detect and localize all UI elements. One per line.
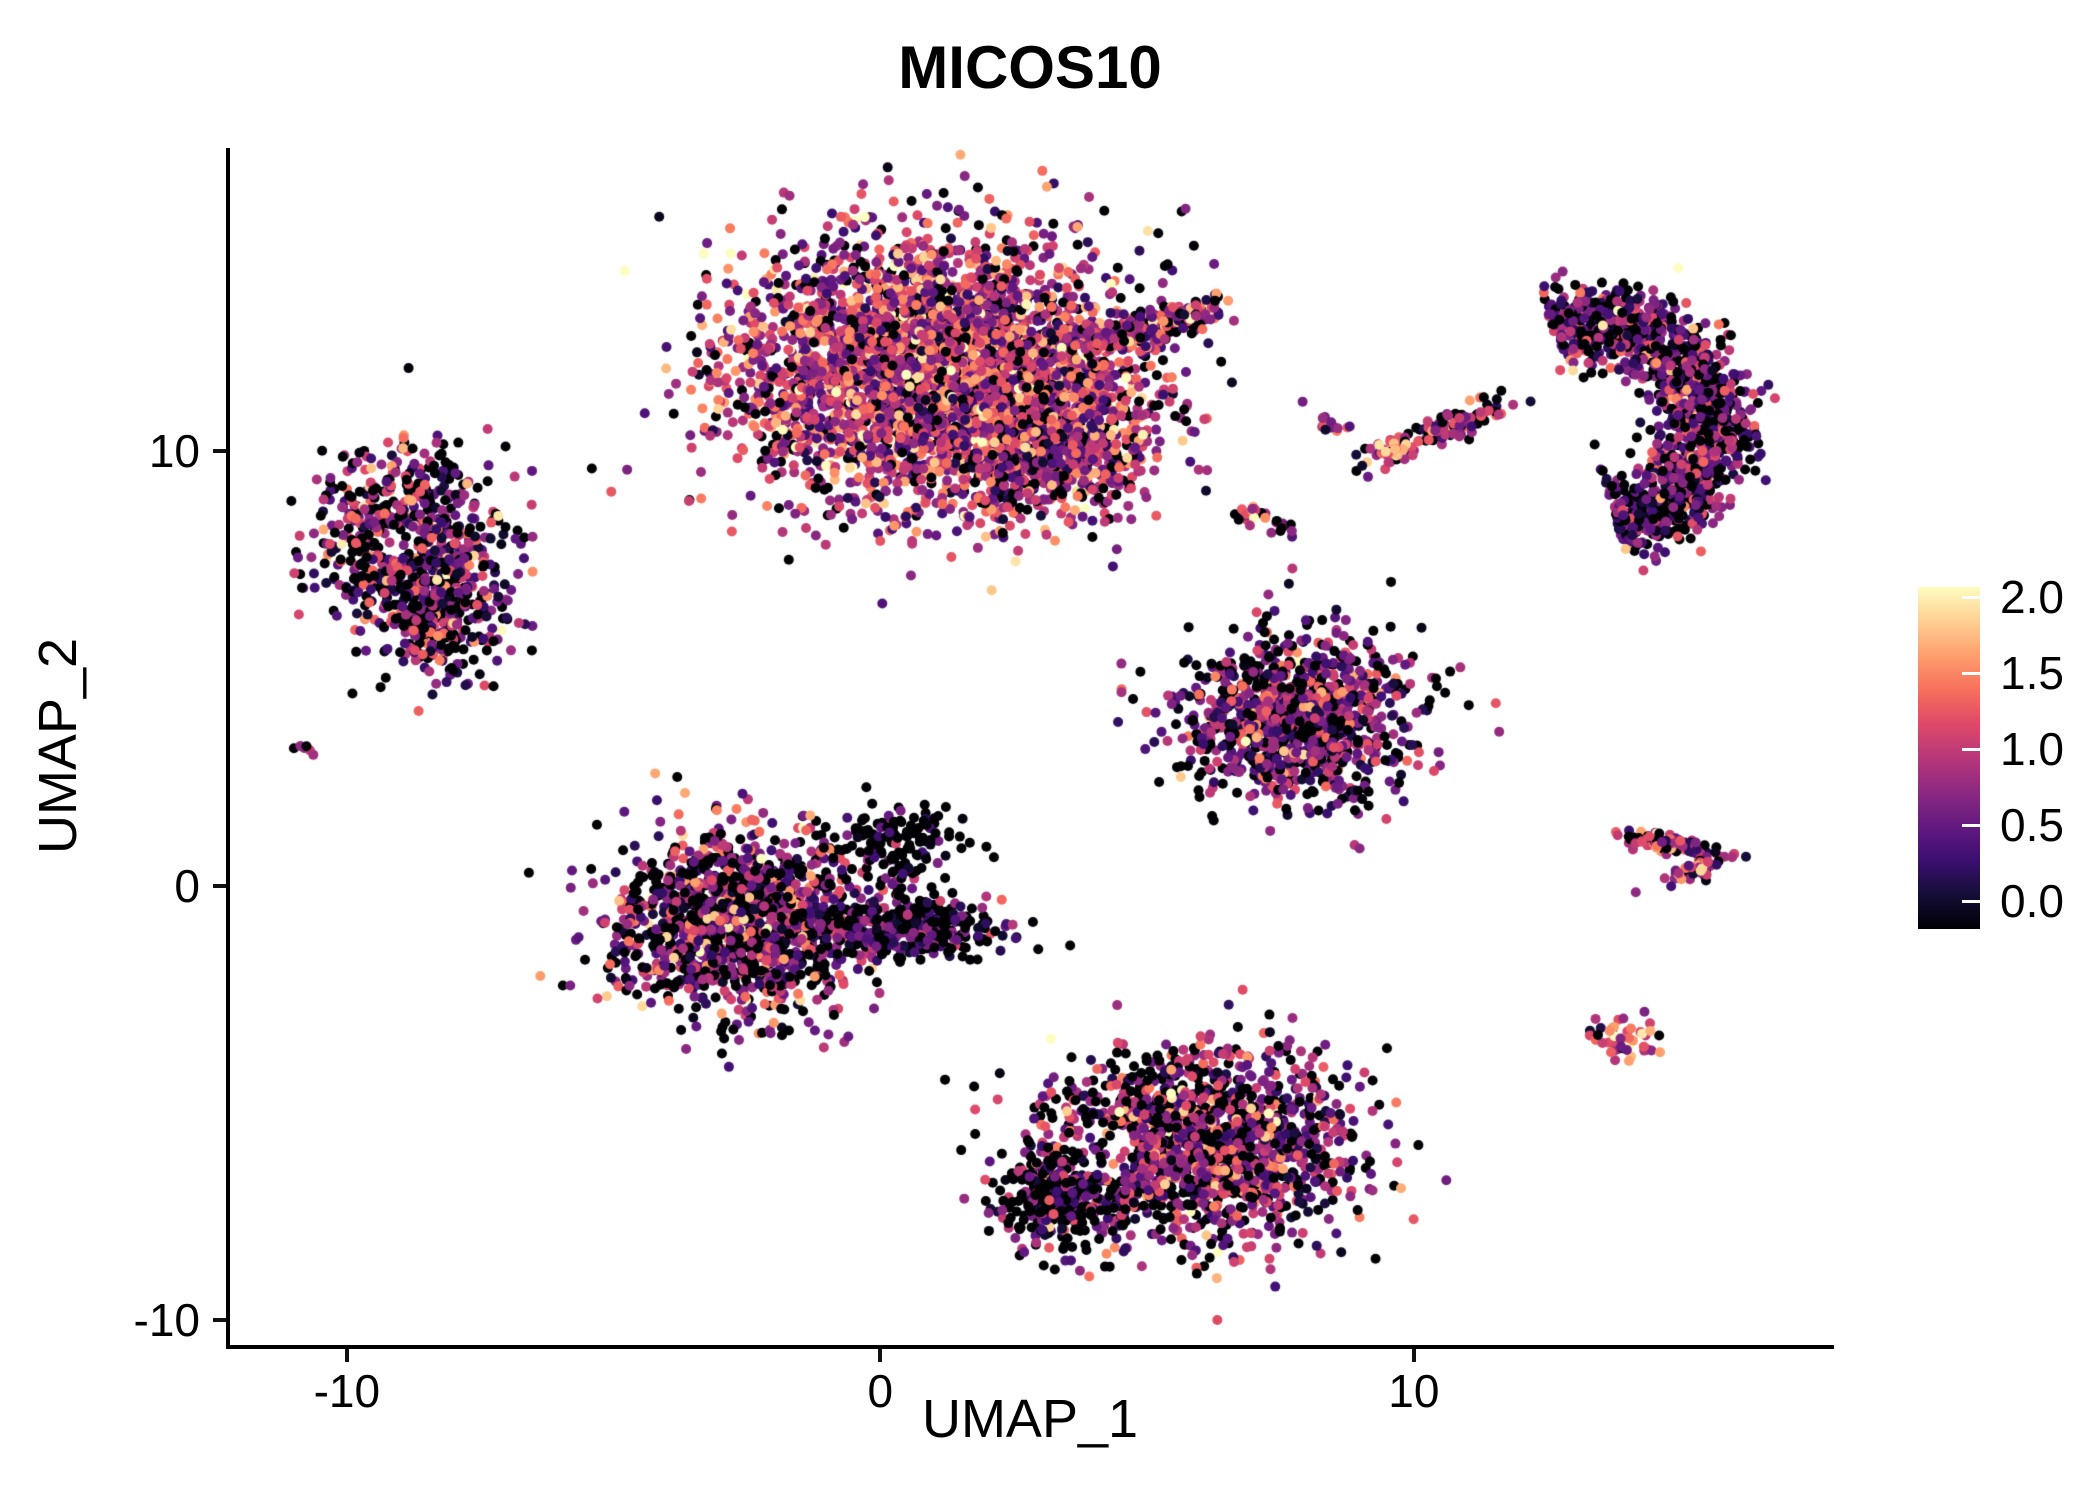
chart-title: MICOS10 — [898, 34, 1162, 101]
y-tick-label: 10 — [148, 424, 200, 477]
x-axis-line — [226, 1345, 1834, 1349]
y-tick-mark — [213, 448, 226, 453]
colorbar-tick-label: 0.5 — [2000, 799, 2064, 851]
colorbar-gradient — [1918, 587, 1980, 929]
colorbar-tick-label: 1.0 — [2000, 723, 2064, 775]
x-tick-mark — [1411, 1349, 1416, 1362]
y-axis-line — [226, 148, 230, 1349]
x-tick-mark — [878, 1349, 883, 1362]
colorbar-tick-mark — [1962, 823, 1980, 827]
x-tick-label: 10 — [1388, 1365, 1440, 1417]
x-tick-mark — [344, 1349, 349, 1362]
colorbar-tick-label: 2.0 — [2000, 571, 2064, 623]
y-axis-title: UMAP_2 — [28, 637, 88, 855]
colorbar-tick-mark — [1962, 671, 1980, 675]
scatter-points-canvas — [230, 148, 1830, 1345]
y-tick-label: -10 — [133, 1294, 200, 1347]
x-axis-title: UMAP_1 — [921, 1389, 1139, 1449]
x-tick-label: -10 — [313, 1365, 381, 1417]
colorbar-tick-label: 0.0 — [2000, 875, 2064, 927]
colorbar-tick-label: 1.5 — [2000, 647, 2064, 699]
colorbar-tick-mark — [1962, 899, 1980, 903]
x-tick-label: 0 — [867, 1365, 894, 1417]
y-tick-mark — [213, 883, 226, 888]
colorbar-tick-mark — [1962, 747, 1980, 751]
y-tick-mark — [213, 1318, 226, 1323]
colorbar-tick-mark — [1962, 595, 1980, 599]
y-tick-label: 0 — [174, 859, 200, 912]
